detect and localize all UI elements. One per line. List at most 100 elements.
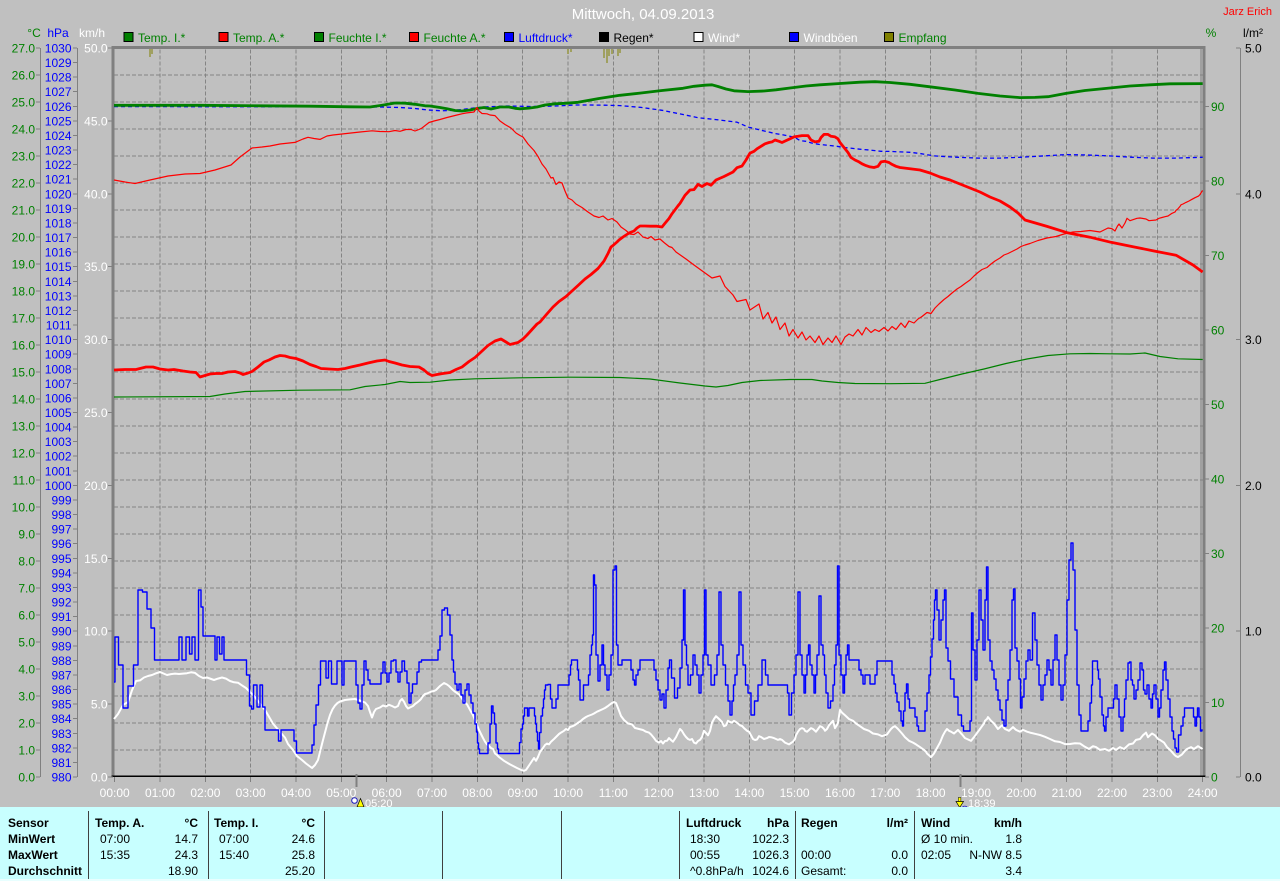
svg-text:Ø 10 min.: Ø 10 min.	[921, 832, 973, 846]
svg-text:25.0: 25.0	[84, 406, 108, 420]
svg-text:80: 80	[1211, 175, 1225, 189]
svg-text:1017: 1017	[45, 231, 72, 245]
svg-text:Sensor: Sensor	[8, 816, 49, 830]
svg-text:20: 20	[1211, 622, 1225, 636]
svg-text:992: 992	[51, 596, 71, 610]
svg-text:°C: °C	[27, 26, 41, 40]
svg-text:90: 90	[1211, 100, 1225, 114]
svg-text:991: 991	[51, 610, 71, 624]
svg-text:%: %	[1206, 26, 1217, 40]
svg-text:25.0: 25.0	[12, 96, 36, 110]
svg-text:35.0: 35.0	[84, 260, 108, 274]
svg-text:21:00: 21:00	[1052, 786, 1082, 800]
svg-text:12:00: 12:00	[644, 786, 674, 800]
svg-text:990: 990	[51, 625, 71, 639]
svg-text:1022.3: 1022.3	[752, 832, 789, 846]
svg-text:26.0: 26.0	[12, 69, 36, 83]
svg-text:10: 10	[1211, 696, 1225, 710]
svg-text:14.0: 14.0	[12, 393, 36, 407]
svg-text:07:00: 07:00	[219, 832, 249, 846]
svg-text:997: 997	[51, 523, 71, 537]
svg-text:l/m²: l/m²	[887, 816, 908, 830]
svg-text:Jarz Erich: Jarz Erich	[1223, 6, 1272, 18]
svg-text:22:00: 22:00	[1097, 786, 1127, 800]
svg-text:hPa: hPa	[47, 26, 69, 40]
svg-text:7.0: 7.0	[18, 582, 35, 596]
svg-text:Durchschnitt: Durchschnitt	[8, 864, 82, 878]
svg-text:1029: 1029	[45, 56, 72, 70]
svg-text:06:00: 06:00	[372, 786, 402, 800]
svg-text:989: 989	[51, 639, 71, 653]
svg-text:40.0: 40.0	[84, 187, 108, 201]
svg-text:21.0: 21.0	[12, 204, 36, 218]
svg-text:1009: 1009	[45, 348, 72, 362]
svg-text:16:00: 16:00	[825, 786, 855, 800]
svg-text:24:00: 24:00	[1188, 786, 1218, 800]
svg-text:10.0: 10.0	[84, 625, 108, 639]
svg-text:987: 987	[51, 668, 71, 682]
svg-text:4.0: 4.0	[1245, 187, 1262, 201]
svg-text:18:00: 18:00	[916, 786, 946, 800]
svg-text:02:05: 02:05	[921, 848, 951, 862]
svg-text:1020: 1020	[45, 187, 72, 201]
svg-text:1010: 1010	[45, 333, 72, 347]
svg-text:996: 996	[51, 537, 71, 551]
svg-text:30.0: 30.0	[84, 333, 108, 347]
svg-text:5.0: 5.0	[91, 698, 108, 712]
svg-text:00:55: 00:55	[690, 848, 720, 862]
svg-text:1006: 1006	[45, 391, 72, 405]
svg-text:50: 50	[1211, 398, 1225, 412]
svg-text:1013: 1013	[45, 289, 72, 303]
svg-text:MinWert: MinWert	[8, 832, 55, 846]
svg-text:1026.3: 1026.3	[752, 848, 789, 862]
svg-text:1015: 1015	[45, 260, 72, 274]
svg-text:1.0: 1.0	[1245, 625, 1262, 639]
svg-text:Wind: Wind	[921, 816, 950, 830]
svg-text:km/h: km/h	[79, 26, 105, 40]
svg-text:13.0: 13.0	[12, 420, 36, 434]
svg-text:983: 983	[51, 727, 71, 741]
svg-text:Windböen: Windböen	[804, 31, 858, 45]
svg-text:60: 60	[1211, 324, 1225, 338]
svg-text:50.0: 50.0	[84, 42, 108, 56]
svg-text:2.0: 2.0	[1245, 479, 1262, 493]
svg-text:17:00: 17:00	[870, 786, 900, 800]
svg-text:MaxWert: MaxWert	[8, 848, 58, 862]
svg-text:15:00: 15:00	[780, 786, 810, 800]
svg-text:1024: 1024	[45, 129, 72, 143]
svg-text:1027: 1027	[45, 85, 72, 99]
svg-text:08:00: 08:00	[462, 786, 492, 800]
svg-text:14:00: 14:00	[734, 786, 764, 800]
svg-text:15.0: 15.0	[84, 552, 108, 566]
svg-text:2.0: 2.0	[18, 717, 35, 731]
svg-text:23.0: 23.0	[12, 150, 36, 164]
svg-text:Regen*: Regen*	[614, 31, 654, 45]
svg-text:3.0: 3.0	[18, 690, 35, 704]
svg-text:5.0: 5.0	[18, 636, 35, 650]
svg-text:1028: 1028	[45, 71, 72, 85]
svg-text:Wind*: Wind*	[708, 31, 740, 45]
svg-text:22.0: 22.0	[12, 177, 36, 191]
svg-text:1002: 1002	[45, 450, 72, 464]
svg-text:07:00: 07:00	[100, 832, 130, 846]
svg-text:01:00: 01:00	[145, 786, 175, 800]
svg-text:15.0: 15.0	[12, 366, 36, 380]
svg-text:981: 981	[51, 756, 71, 770]
svg-text:05:00: 05:00	[326, 786, 356, 800]
svg-text:1019: 1019	[45, 202, 72, 216]
svg-text:25.20: 25.20	[285, 864, 315, 878]
svg-text:09:00: 09:00	[508, 786, 538, 800]
svg-text:15:35: 15:35	[100, 848, 130, 862]
svg-text:Empfang: Empfang	[899, 31, 947, 45]
svg-text:1016: 1016	[45, 246, 72, 260]
svg-text:23:00: 23:00	[1142, 786, 1172, 800]
svg-text:Feuchte A.*: Feuchte A.*	[424, 31, 486, 45]
svg-text:0.0: 0.0	[1245, 771, 1262, 785]
svg-text:993: 993	[51, 581, 71, 595]
svg-text:9.0: 9.0	[18, 528, 35, 542]
svg-text:16.0: 16.0	[12, 339, 36, 353]
svg-text:998: 998	[51, 508, 71, 522]
svg-text:1030: 1030	[45, 42, 72, 56]
svg-text:1.8: 1.8	[1005, 832, 1022, 846]
svg-text:Luftdruck*: Luftdruck*	[519, 31, 573, 45]
